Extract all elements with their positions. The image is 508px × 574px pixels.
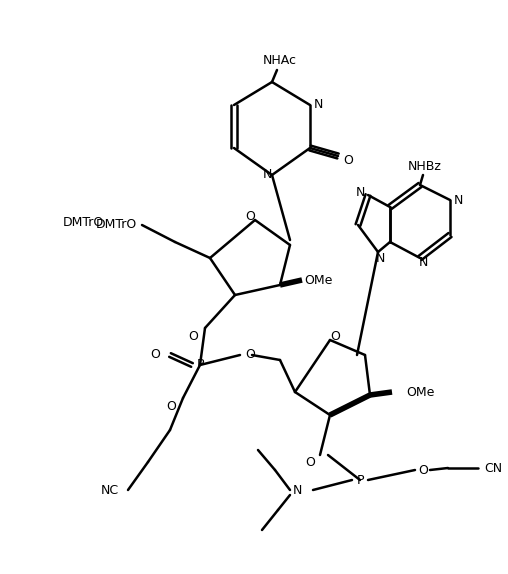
- Text: O: O: [150, 348, 160, 362]
- Text: N: N: [453, 193, 463, 207]
- Text: DMTrO: DMTrO: [63, 215, 104, 228]
- Text: N: N: [375, 251, 385, 265]
- Text: O: O: [418, 463, 428, 476]
- Text: CN: CN: [484, 461, 502, 475]
- Text: N: N: [313, 99, 323, 111]
- Text: NHBz: NHBz: [408, 161, 442, 173]
- Text: O: O: [305, 456, 315, 470]
- Text: P: P: [196, 359, 204, 371]
- Text: O: O: [343, 153, 353, 166]
- Text: O: O: [245, 211, 255, 223]
- Text: P: P: [356, 474, 364, 487]
- Text: O: O: [166, 400, 176, 413]
- Text: N: N: [262, 169, 272, 181]
- Text: OMe: OMe: [406, 386, 434, 398]
- Text: O: O: [330, 329, 340, 343]
- Text: O: O: [188, 329, 198, 343]
- Text: O: O: [245, 348, 255, 362]
- Text: DMTrO: DMTrO: [96, 219, 137, 231]
- Text: N: N: [355, 187, 365, 200]
- Text: N: N: [292, 483, 302, 497]
- Text: OMe: OMe: [304, 273, 332, 286]
- Text: NHAc: NHAc: [263, 53, 297, 67]
- Text: N: N: [418, 255, 428, 269]
- Text: NC: NC: [101, 483, 119, 497]
